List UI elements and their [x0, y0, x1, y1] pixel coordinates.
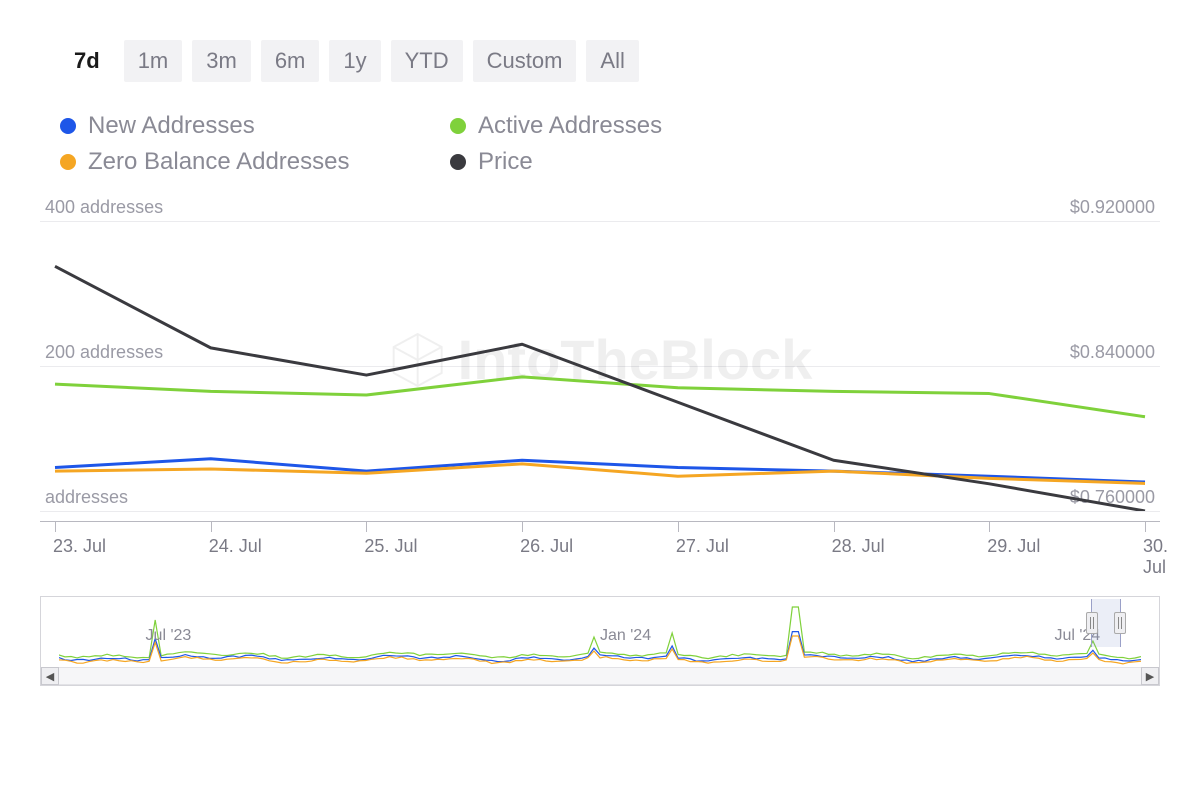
range-handle-left[interactable] — [1086, 612, 1098, 634]
legend-label: Zero Balance Addresses — [88, 148, 349, 176]
scroll-left-button[interactable]: ◀ — [41, 667, 59, 685]
x-axis-label: 23. Jul — [53, 536, 106, 557]
legend-dot — [60, 154, 76, 170]
navigator-scrollbar[interactable] — [59, 667, 1141, 685]
time-tab-3m[interactable]: 3m — [192, 40, 251, 82]
x-axis-label: 30. Jul — [1143, 536, 1168, 578]
time-tab-ytd[interactable]: YTD — [391, 40, 463, 82]
time-tab-1y[interactable]: 1y — [329, 40, 380, 82]
main-chart: addresses$0.760000200 addresses$0.840000… — [40, 221, 1160, 511]
legend-label: New Addresses — [88, 112, 255, 140]
time-tab-7d[interactable]: 7d — [60, 40, 114, 82]
x-axis-label: 26. Jul — [520, 536, 573, 557]
legend-dot — [450, 118, 466, 134]
chart-legend: New Addresses Active Addresses Zero Balanc… — [40, 112, 1160, 176]
x-axis-label: 29. Jul — [987, 536, 1040, 557]
range-navigator[interactable]: Jul '23Jan '24Jul '24 ◀ ▶ — [40, 596, 1160, 686]
legend-item[interactable]: New Addresses — [60, 112, 430, 140]
time-tab-6m[interactable]: 6m — [261, 40, 320, 82]
range-selection[interactable] — [1091, 599, 1121, 647]
legend-label: Active Addresses — [478, 112, 662, 140]
y-left-label: 400 addresses — [45, 197, 163, 218]
x-axis: 23. Jul 24. Jul 25. Jul 26. Jul 27. Jul 28. J… — [40, 521, 1160, 571]
x-axis-label: 28. Jul — [832, 536, 885, 557]
navigator-label: Jul '23 — [146, 627, 192, 645]
chart-lines — [40, 221, 1160, 511]
legend-label: Price — [478, 148, 533, 176]
x-axis-label: 27. Jul — [676, 536, 729, 557]
time-tab-1m[interactable]: 1m — [124, 40, 183, 82]
scroll-right-button[interactable]: ▶ — [1141, 667, 1159, 685]
x-axis-label: 25. Jul — [364, 536, 417, 557]
legend-dot — [60, 118, 76, 134]
legend-item[interactable]: Zero Balance Addresses — [60, 148, 430, 176]
time-tab-custom[interactable]: Custom — [473, 40, 577, 82]
time-range-tabs: 7d1m3m6m1y YTDCustomAll — [40, 40, 1160, 82]
legend-item[interactable]: Price — [450, 148, 820, 176]
legend-dot — [450, 154, 466, 170]
legend-item[interactable]: Active Addresses — [450, 112, 820, 140]
navigator-label: Jan '24 — [600, 627, 651, 645]
time-tab-all[interactable]: All — [586, 40, 638, 82]
y-right-label: $0.920000 — [1070, 197, 1155, 218]
x-axis-label: 24. Jul — [209, 536, 262, 557]
range-handle-right[interactable] — [1114, 612, 1126, 634]
